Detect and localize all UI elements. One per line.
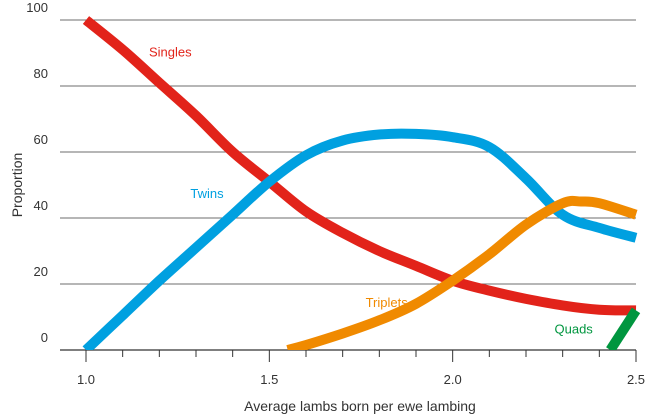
x-tick-label: 1.0	[77, 372, 95, 387]
y-tick-label: 100	[26, 0, 48, 15]
x-axis-title: Average lambs born per ewe lambing	[244, 398, 476, 414]
series-line-quads	[606, 307, 641, 350]
chart-title-fragment: ...	[324, 0, 336, 1]
y-tick-label: 20	[34, 264, 48, 279]
series-layer	[82, 16, 641, 350]
grid-lines	[60, 19, 636, 285]
axes	[60, 349, 637, 362]
y-tick-label: 80	[34, 66, 48, 81]
series-label-quads: Quads	[555, 322, 594, 337]
series-label-singles: Singles	[149, 44, 192, 59]
tick-labels: 0 20 40 60 80 100 1.0 1.5 2.0 2.5	[26, 0, 645, 387]
y-tick-label: 60	[34, 132, 48, 147]
y-tick-label: 40	[34, 198, 48, 213]
x-tick-label: 2.0	[444, 372, 462, 387]
y-tick-label: 0	[41, 330, 48, 345]
series-line-singles	[82, 16, 637, 316]
series-annotations: Singles Twins Triplets Quads	[149, 44, 593, 336]
y-axis-title: Proportion	[9, 153, 25, 218]
series-line-triplets	[286, 195, 638, 350]
x-tick-label: 1.5	[260, 372, 278, 387]
x-tick-label: 2.5	[627, 372, 645, 387]
series-line-twins	[82, 128, 638, 350]
series-label-triplets: Triplets	[366, 295, 409, 310]
series-label-twins: Twins	[190, 186, 224, 201]
